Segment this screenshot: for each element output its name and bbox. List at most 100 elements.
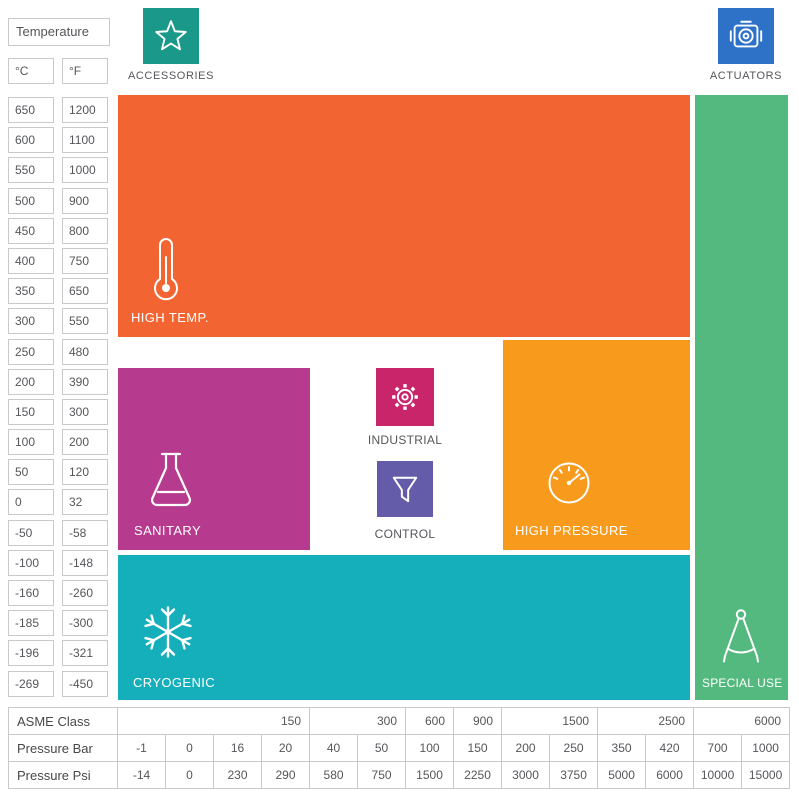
- temp-c-cell: 550: [8, 157, 54, 184]
- pressure-psi-cell: 580: [309, 761, 359, 789]
- special-use-block[interactable]: SPECIAL USE: [695, 95, 788, 700]
- temp-f-cell: 32: [62, 489, 108, 516]
- temp-f-cell: -450: [62, 670, 108, 697]
- pressure-psi-cell: 230: [213, 761, 262, 789]
- temp-f-cell: 390: [62, 368, 108, 395]
- snowflake-icon: [142, 606, 194, 658]
- pressure-psi-cell: 2250: [453, 761, 503, 789]
- high-temp-block[interactable]: HIGH TEMP.: [118, 95, 690, 337]
- temp-c-cell: -100: [8, 549, 54, 576]
- pressure-bar-cell: 200: [501, 734, 551, 762]
- cryogenic-block[interactable]: CRYOGENIC: [118, 555, 690, 700]
- temp-f-cell: -321: [62, 640, 108, 667]
- pressure-psi-cell: 3000: [501, 761, 551, 789]
- thermometer-icon: [154, 238, 178, 301]
- temp-c-cell: -196: [8, 640, 54, 667]
- temp-f-cell: -58: [62, 519, 108, 546]
- asme-class-cell: 150: [116, 707, 311, 735]
- temp-c-cell: 450: [8, 217, 54, 244]
- pressure-psi-cell: 1500: [405, 761, 455, 789]
- temp-c-cell: 650: [8, 97, 54, 123]
- high-pressure-label: HIGH PRESSURE: [515, 523, 628, 538]
- pressure-bar-cell: 16: [213, 734, 262, 762]
- pressure-bar-cell: 50: [357, 734, 407, 762]
- actuators-tile[interactable]: [718, 8, 774, 64]
- flask-icon: [151, 452, 191, 507]
- temp-c-cell: -269: [8, 670, 54, 697]
- temp-c-cell: 500: [8, 187, 54, 214]
- temp-c-cell: 100: [8, 429, 54, 456]
- sanitary-label: SANITARY: [134, 523, 202, 538]
- temp-f-cell: -148: [62, 549, 108, 576]
- high-pressure-block[interactable]: HIGH PRESSURE: [503, 340, 690, 550]
- gear-icon: [392, 384, 418, 410]
- pressure-bar-cell: 20: [260, 734, 311, 762]
- industrial-tile[interactable]: [376, 368, 434, 426]
- temp-c-cell: 600: [8, 127, 54, 154]
- temperature-scale: 650 120 0 600 1100 550 1000 500 900 450 800 40…: [8, 97, 108, 697]
- pressure-psi-cell: 750: [357, 761, 407, 789]
- pressure-psi-cell: 6000: [645, 761, 695, 789]
- pressure-psi-cell: -14: [117, 761, 166, 789]
- pressure-table: ASME Class 150 300 600 900 1500 2500 600…: [8, 707, 791, 789]
- temp-c-cell: 150: [8, 398, 54, 425]
- cryogenic-label: CRYOGENIC: [133, 675, 216, 690]
- temp-f-cell: 900: [62, 187, 108, 214]
- control-label: CONTROL: [374, 527, 436, 541]
- pressure-bar-cell: 1000: [741, 734, 791, 762]
- star-icon: [155, 20, 187, 51]
- pressure-bar-cell: 250: [549, 734, 599, 762]
- temp-c-cell: -185: [8, 610, 54, 637]
- accessories-label: ACCESSORIES: [127, 70, 215, 82]
- fahrenheit-column-header: °F: [62, 58, 108, 84]
- temp-f-cell: 800: [62, 217, 108, 244]
- pressure-bar-row-label: Pressure Bar: [8, 734, 118, 762]
- temp-f-cell: 1000: [62, 157, 108, 184]
- temp-f-cell: 480: [62, 338, 108, 365]
- pressure-psi-cell: 5000: [597, 761, 647, 789]
- temp-c-cell: 0: [8, 489, 54, 516]
- temp-c-cell: 350: [8, 278, 54, 305]
- asme-class-cell: 1500: [501, 707, 599, 735]
- asme-class-cell: 600: [405, 707, 455, 735]
- temp-c-cell: 200: [8, 368, 54, 395]
- special-use-label: SPECIAL USE: [702, 676, 783, 690]
- temp-c-cell: -50: [8, 519, 54, 546]
- pressure-bar-cell: -1: [117, 734, 166, 762]
- sanitary-block[interactable]: SANITARY: [118, 368, 310, 550]
- temp-f-cell: 1100: [62, 127, 108, 154]
- pressure-bar-cell: 700: [693, 734, 743, 762]
- temp-f-cell: -300: [62, 610, 108, 637]
- pressure-bar-cell: 350: [597, 734, 647, 762]
- pressure-psi-cell: 15000: [741, 761, 791, 789]
- asme-class-cell: 900: [453, 707, 503, 735]
- pressure-bar-cell: 150: [453, 734, 503, 762]
- temp-f-cell: 200: [62, 429, 108, 456]
- asme-class-cell: 2500: [597, 707, 695, 735]
- actuators-label: ACTUATORS: [709, 70, 783, 82]
- accessories-tile[interactable]: [143, 8, 199, 64]
- asme-class-row: ASME Class 150 300 600 900 1500 2500 600…: [8, 707, 791, 735]
- temp-f-cell: 120: [62, 459, 108, 486]
- pressure-psi-cell: 0: [165, 761, 214, 789]
- asme-class-row-label: ASME Class: [8, 707, 118, 735]
- pressure-bar-cell: 420: [645, 734, 695, 762]
- asme-class-cell: 6000: [693, 707, 791, 735]
- temperature-title: Temperature: [8, 18, 110, 46]
- temp-f-cell: 750: [62, 247, 108, 274]
- temp-c-cell: 400: [8, 247, 54, 274]
- control-tile[interactable]: [377, 461, 433, 517]
- gauge-icon: [548, 462, 590, 504]
- celsius-column-header: °C: [8, 58, 54, 84]
- industrial-label: INDUSTRIAL: [367, 433, 443, 447]
- temp-f-cell: 550: [62, 308, 108, 335]
- temp-f-cell: 650: [62, 278, 108, 305]
- pressure-bar-row: Pressure Bar -1 0 16 20 40 50 100 150 20…: [8, 734, 791, 762]
- pressure-bar-cell: 0: [165, 734, 214, 762]
- high-temp-label: HIGH TEMP.: [131, 310, 209, 325]
- pressure-psi-cell: 3750: [549, 761, 599, 789]
- pressure-psi-cell: 290: [260, 761, 311, 789]
- temp-c-cell: 250: [8, 338, 54, 365]
- funnel-icon: [392, 476, 418, 503]
